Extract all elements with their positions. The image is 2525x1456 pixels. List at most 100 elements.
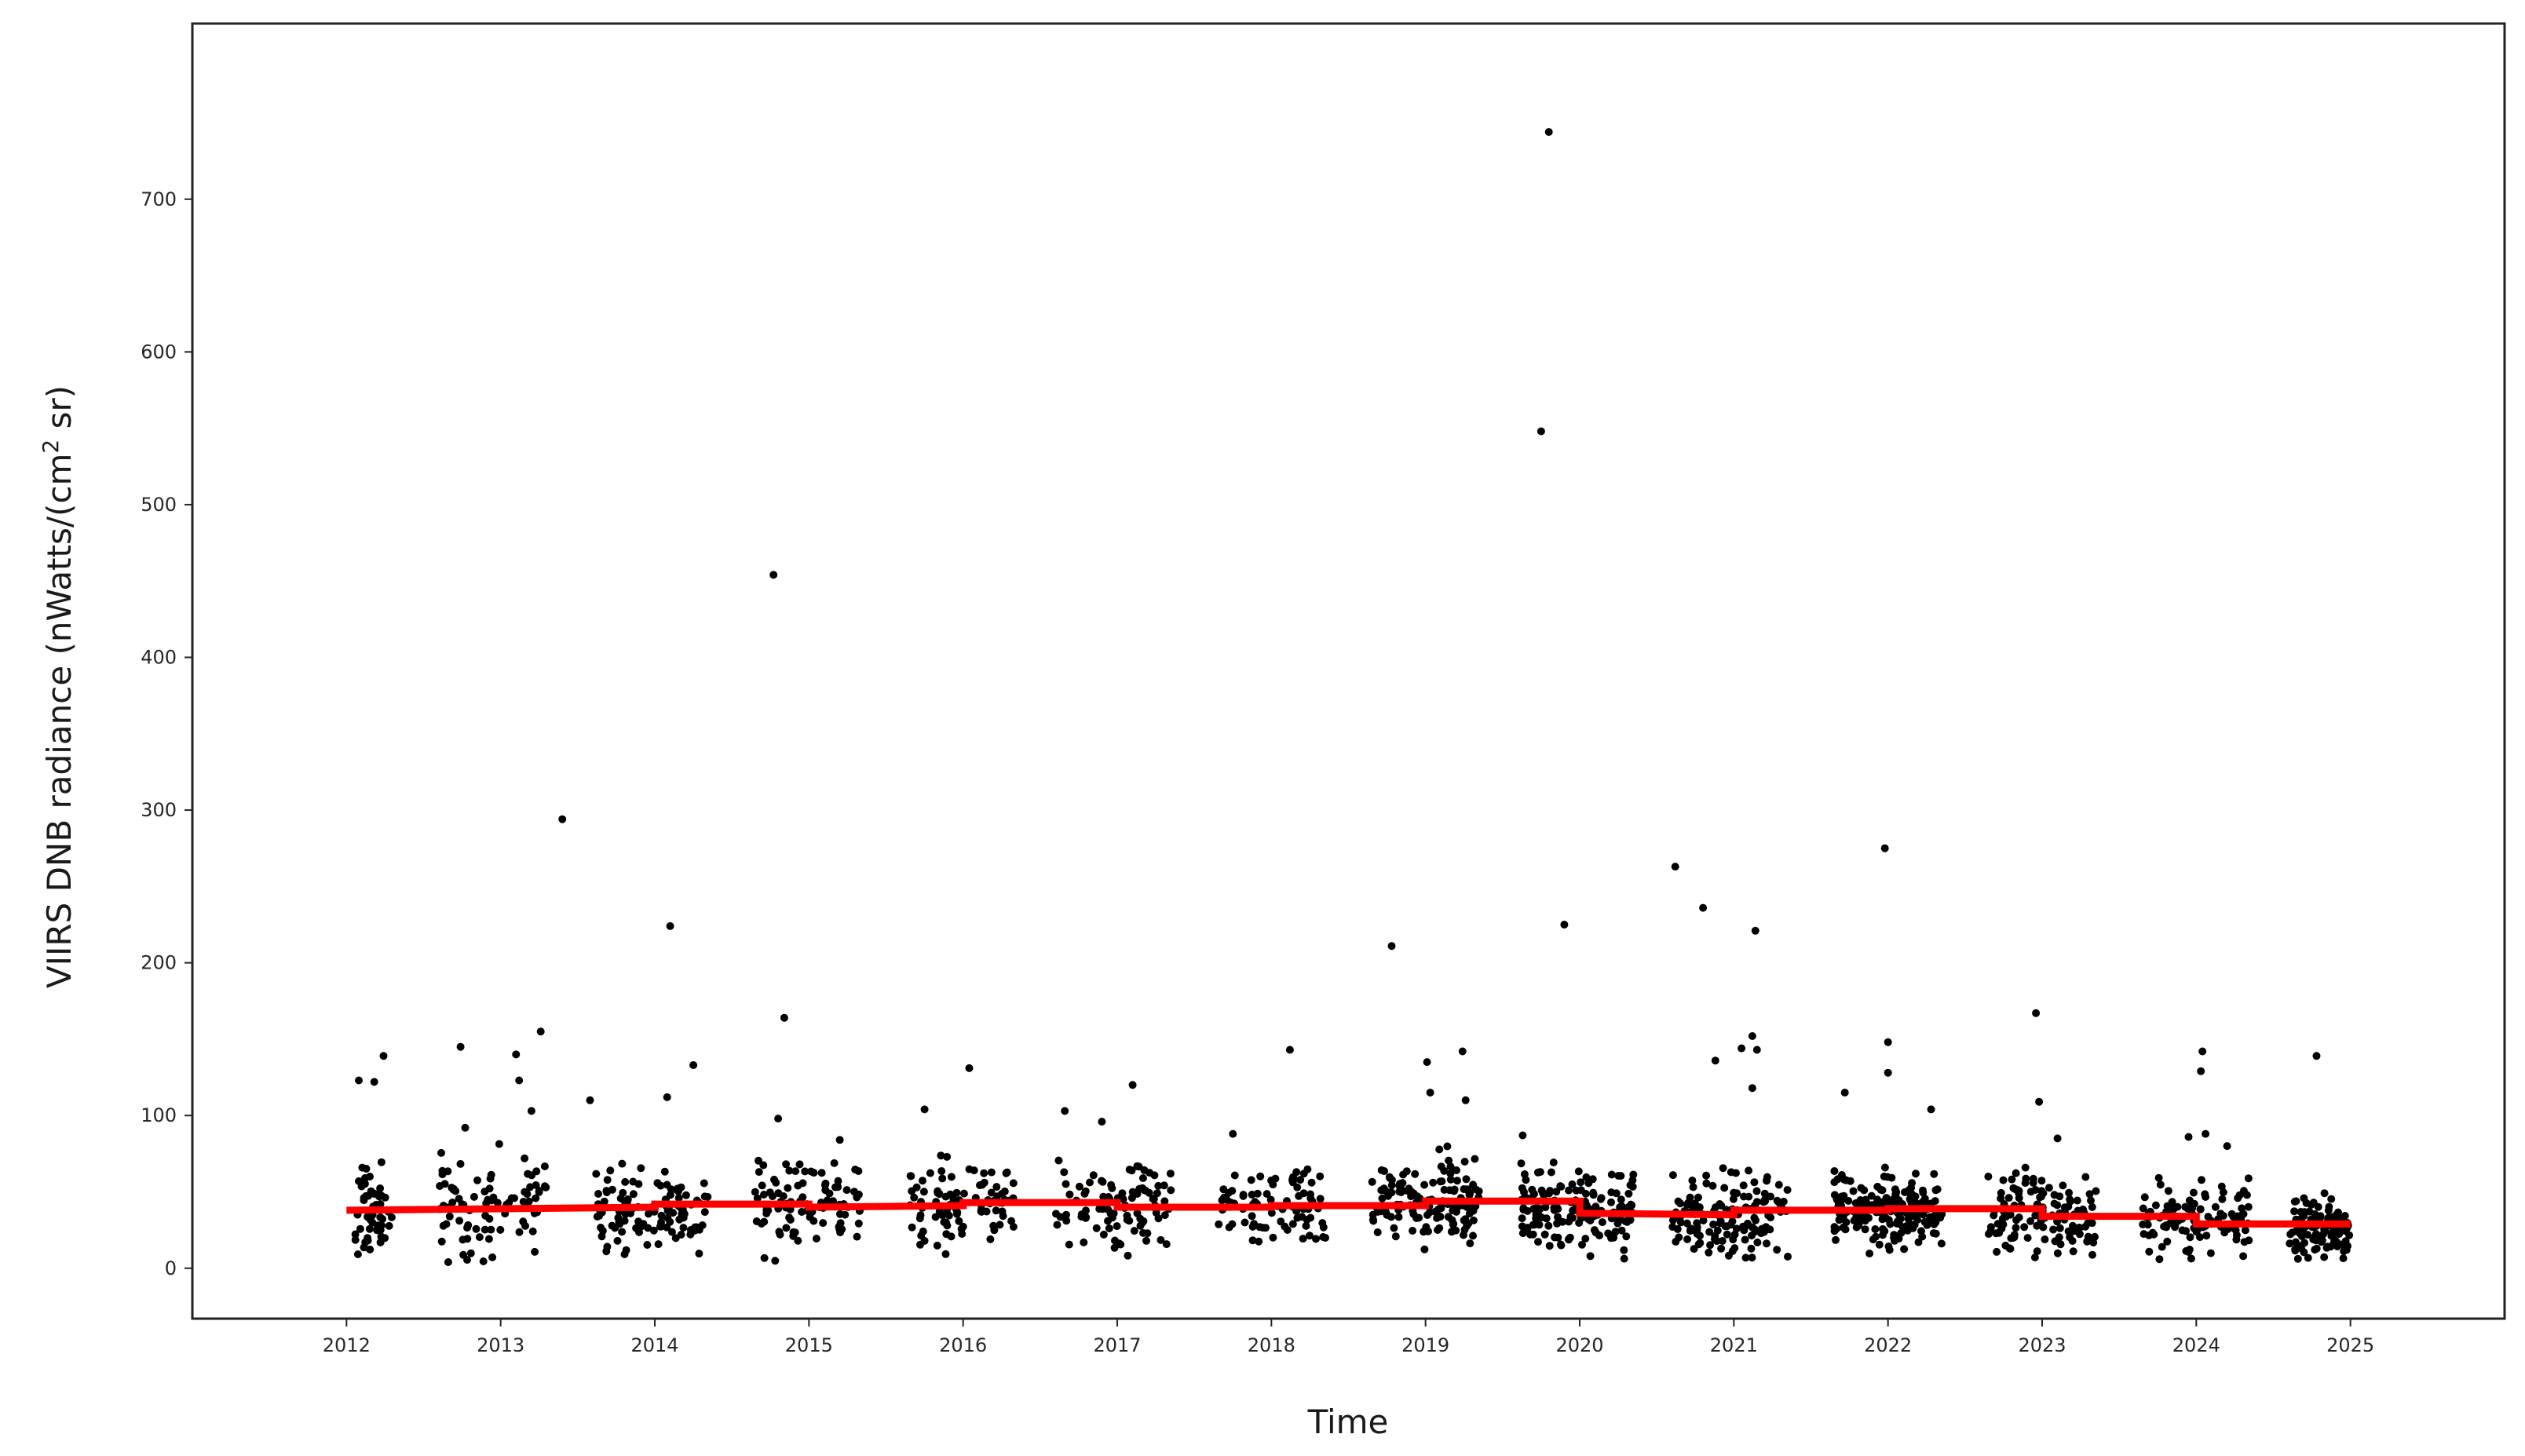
data-point-outlier <box>1884 1068 1892 1077</box>
data-point <box>1752 1187 1761 1195</box>
data-point <box>987 1168 996 1177</box>
data-point <box>1984 1173 1993 1180</box>
data-point <box>2023 1234 2032 1243</box>
data-point <box>1933 1185 1942 1194</box>
data-point <box>1595 1232 1604 1240</box>
data-point <box>2311 1236 2320 1245</box>
data-point <box>2297 1228 2306 1236</box>
data-point <box>1142 1236 1150 1245</box>
data-point <box>1612 1189 1621 1198</box>
data-point <box>2139 1204 2147 1213</box>
data-point <box>1062 1210 1070 1219</box>
data-point <box>1395 1180 1404 1188</box>
data-point <box>1833 1175 1842 1184</box>
data-point <box>1732 1169 1740 1177</box>
data-point <box>785 1166 794 1175</box>
data-point <box>695 1250 703 1258</box>
data-point <box>2333 1238 2341 1246</box>
data-point <box>1098 1205 1107 1213</box>
data-point <box>649 1226 658 1235</box>
data-point <box>1533 1168 1542 1177</box>
data-point <box>809 1217 818 1225</box>
data-point <box>1123 1216 1131 1224</box>
data-point <box>2323 1243 2332 1251</box>
data-point <box>2202 1232 2211 1240</box>
data-point <box>2188 1204 2197 1213</box>
data-point <box>351 1235 360 1244</box>
data-point <box>982 1207 991 1216</box>
data-point <box>943 1221 952 1230</box>
x-tick-label: 2018 <box>1248 1334 1295 1356</box>
data-point <box>1852 1213 1861 1221</box>
data-point <box>1162 1240 1171 1249</box>
data-point <box>1844 1197 1853 1205</box>
data-point <box>1739 1222 1747 1231</box>
data-point <box>935 1190 944 1199</box>
data-point <box>2244 1174 2253 1183</box>
data-point <box>1718 1237 1727 1245</box>
data-point <box>613 1236 622 1245</box>
data-point <box>1160 1181 1168 1190</box>
data-point <box>606 1166 615 1175</box>
data-point <box>1693 1229 1701 1238</box>
data-point <box>1875 1240 1884 1249</box>
data-point <box>959 1189 968 1198</box>
data-point <box>1436 1213 1445 1221</box>
data-point-outlier <box>1752 1045 1761 1054</box>
data-point <box>1557 1182 1566 1191</box>
data-point <box>660 1167 669 1176</box>
data-point <box>1668 1223 1677 1232</box>
data-point <box>377 1232 386 1241</box>
data-point <box>1312 1235 1320 1243</box>
data-point-outlier <box>1880 844 1889 852</box>
data-point <box>1255 1223 1264 1232</box>
data-point <box>2239 1187 2248 1195</box>
data-point <box>2020 1223 2029 1232</box>
data-point <box>521 1188 529 1196</box>
data-point <box>1116 1240 1125 1249</box>
data-point <box>937 1167 946 1175</box>
data-point <box>1167 1186 1175 1195</box>
data-point <box>751 1188 759 1196</box>
data-point <box>515 1228 524 1236</box>
data-point <box>943 1152 952 1161</box>
data-point <box>1266 1195 1275 1204</box>
data-point <box>1906 1211 1914 1219</box>
data-point <box>1890 1231 1898 1239</box>
data-point <box>2029 1179 2037 1187</box>
data-point <box>1253 1189 1262 1198</box>
data-point <box>1565 1186 1573 1195</box>
data-point <box>643 1241 652 1249</box>
data-point <box>1215 1220 1223 1228</box>
data-point <box>1999 1176 2008 1184</box>
data-point <box>937 1151 945 1160</box>
data-point <box>1920 1195 1929 1203</box>
data-point <box>2053 1249 2062 1257</box>
data-point <box>1469 1206 1478 1215</box>
data-point <box>1882 1214 1891 1223</box>
data-point <box>1387 1188 1396 1197</box>
data-point <box>700 1192 709 1201</box>
data-point <box>1762 1223 1770 1232</box>
y-axis-ticks: 0 100 200 300 400 500 600 700 <box>141 188 192 1279</box>
data-point <box>1288 1178 1297 1187</box>
data-point <box>2186 1233 2194 1242</box>
data-point <box>1316 1195 1325 1203</box>
data-point <box>1520 1188 1528 1196</box>
data-point <box>795 1160 804 1169</box>
data-point-outlier <box>1699 903 1708 912</box>
data-point <box>1626 1180 1635 1189</box>
data-point <box>2189 1188 2198 1197</box>
data-point <box>821 1179 830 1188</box>
data-point-outlier <box>1229 1129 1237 1138</box>
data-point <box>449 1185 458 1194</box>
data-point <box>2204 1213 2213 1221</box>
data-point <box>1471 1155 1479 1163</box>
data-point-outlier <box>1927 1105 1935 1114</box>
data-point <box>1586 1217 1595 1224</box>
data-point <box>1773 1246 1781 1254</box>
data-point <box>2206 1249 2215 1257</box>
data-point <box>945 1211 953 1220</box>
data-point <box>1617 1226 1626 1235</box>
